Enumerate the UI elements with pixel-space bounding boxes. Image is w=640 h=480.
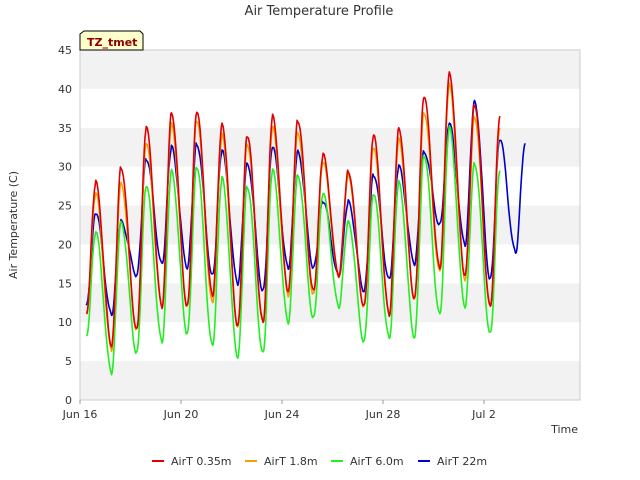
x-tick-label: Jun 28 (365, 408, 401, 421)
plot-frame (79, 49, 581, 401)
x-axis-ticks: Jun 16 Jun 20 Jun 24 Jun 28 Jul 2 (62, 400, 496, 421)
badge-label: TZ_tmet (87, 36, 137, 49)
x-tick-label: Jul 2 (471, 408, 496, 421)
source-badge: TZ_tmet (79, 30, 144, 51)
legend: AirT 0.35m AirT 1.8m AirT 6.0m AirT 22m (152, 455, 487, 468)
y-tick-label: 45 (58, 44, 72, 57)
x-axis-label: Time (550, 423, 578, 436)
legend-label: AirT 1.8m (264, 455, 318, 468)
legend-label: AirT 6.0m (350, 455, 404, 468)
y-tick-label: 25 (58, 200, 72, 213)
x-tick-label: Jun 16 (62, 408, 98, 421)
y-axis-label: Air Temperature (C) (7, 171, 20, 279)
y-tick-label: 35 (58, 122, 72, 135)
y-tick-label: 10 (58, 316, 72, 329)
x-tick-label: Jun 20 (163, 408, 199, 421)
badge-box (79, 30, 144, 51)
x-tick-label: Jun 24 (264, 408, 300, 421)
y-tick-label: 20 (58, 238, 72, 251)
legend-label: AirT 0.35m (171, 455, 232, 468)
y-tick-label: 30 (58, 161, 72, 174)
chart-title: Air Temperature Profile (245, 4, 394, 19)
y-axis-ticks: 0 5 10 15 20 25 30 35 40 45 (58, 44, 72, 407)
y-tick-label: 40 (58, 83, 72, 96)
y-tick-label: 5 (65, 355, 72, 368)
series-line-airt-0-35m (85, 71, 501, 348)
grid-band (80, 322, 580, 362)
legend-label: AirT 22m (437, 455, 487, 468)
grid-band (80, 361, 580, 400)
series-lines (85, 71, 526, 376)
grid-band (80, 88, 580, 128)
y-tick-label: 0 (65, 394, 72, 407)
grid-band (80, 50, 580, 89)
y-tick-label: 15 (58, 277, 72, 290)
series-line-airt-6-0m (85, 125, 501, 376)
